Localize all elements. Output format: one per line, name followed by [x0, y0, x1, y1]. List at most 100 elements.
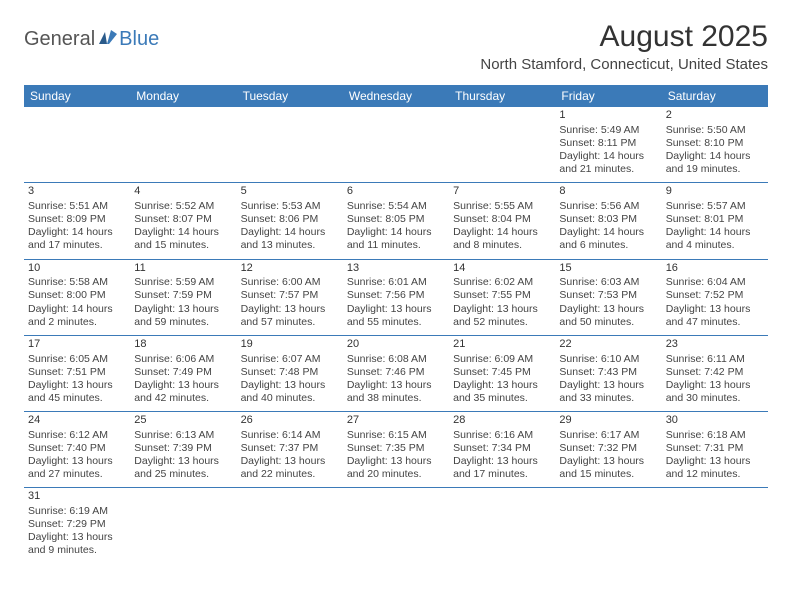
calendar-week-row: 3Sunrise: 5:51 AMSunset: 8:09 PMDaylight… — [24, 183, 768, 259]
calendar-week-row: 31Sunrise: 6:19 AMSunset: 7:29 PMDayligh… — [24, 488, 768, 564]
calendar-day-cell: 13Sunrise: 6:01 AMSunset: 7:56 PMDayligh… — [343, 259, 449, 335]
sunset-text: Sunset: 8:01 PM — [666, 213, 764, 226]
sunset-text: Sunset: 7:52 PM — [666, 289, 764, 302]
day-number: 19 — [241, 338, 339, 352]
calendar-day-cell: 29Sunrise: 6:17 AMSunset: 7:32 PMDayligh… — [555, 412, 661, 488]
calendar-day-cell: 16Sunrise: 6:04 AMSunset: 7:52 PMDayligh… — [662, 259, 768, 335]
sunset-text: Sunset: 7:46 PM — [347, 366, 445, 379]
sunrise-text: Sunrise: 5:57 AM — [666, 200, 764, 213]
calendar-empty-cell — [343, 107, 449, 183]
calendar-body: 1Sunrise: 5:49 AMSunset: 8:11 PMDaylight… — [24, 107, 768, 564]
sunset-text: Sunset: 7:48 PM — [241, 366, 339, 379]
sunrise-text: Sunrise: 6:07 AM — [241, 353, 339, 366]
sunrise-text: Sunrise: 5:59 AM — [134, 276, 232, 289]
daylight-text: Daylight: 13 hours and 22 minutes. — [241, 455, 339, 481]
sunrise-text: Sunrise: 5:49 AM — [559, 124, 657, 137]
daylight-text: Daylight: 13 hours and 40 minutes. — [241, 379, 339, 405]
sunrise-text: Sunrise: 5:52 AM — [134, 200, 232, 213]
sunset-text: Sunset: 7:53 PM — [559, 289, 657, 302]
day-number: 21 — [453, 338, 551, 352]
sunrise-text: Sunrise: 6:12 AM — [28, 429, 126, 442]
calendar-day-cell: 3Sunrise: 5:51 AMSunset: 8:09 PMDaylight… — [24, 183, 130, 259]
day-number: 12 — [241, 262, 339, 276]
sunrise-text: Sunrise: 6:17 AM — [559, 429, 657, 442]
calendar-empty-cell — [24, 107, 130, 183]
logo-text-general: General — [24, 28, 95, 51]
day-number: 6 — [347, 185, 445, 199]
day-number: 18 — [134, 338, 232, 352]
day-number: 20 — [347, 338, 445, 352]
sunset-text: Sunset: 8:03 PM — [559, 213, 657, 226]
calendar-day-cell: 12Sunrise: 6:00 AMSunset: 7:57 PMDayligh… — [237, 259, 343, 335]
daylight-text: Daylight: 14 hours and 8 minutes. — [453, 226, 551, 252]
daylight-text: Daylight: 14 hours and 19 minutes. — [666, 150, 764, 176]
sunrise-text: Sunrise: 6:13 AM — [134, 429, 232, 442]
calendar-week-row: 1Sunrise: 5:49 AMSunset: 8:11 PMDaylight… — [24, 107, 768, 183]
daylight-text: Daylight: 14 hours and 2 minutes. — [28, 303, 126, 329]
daylight-text: Daylight: 14 hours and 6 minutes. — [559, 226, 657, 252]
calendar-day-cell: 20Sunrise: 6:08 AMSunset: 7:46 PMDayligh… — [343, 335, 449, 411]
sunset-text: Sunset: 8:00 PM — [28, 289, 126, 302]
sunset-text: Sunset: 7:51 PM — [28, 366, 126, 379]
calendar-day-cell: 4Sunrise: 5:52 AMSunset: 8:07 PMDaylight… — [130, 183, 236, 259]
weekday-header: Saturday — [662, 85, 768, 107]
calendar-empty-cell — [662, 488, 768, 564]
day-number: 7 — [453, 185, 551, 199]
daylight-text: Daylight: 13 hours and 27 minutes. — [28, 455, 126, 481]
daylight-text: Daylight: 13 hours and 30 minutes. — [666, 379, 764, 405]
calendar-day-cell: 19Sunrise: 6:07 AMSunset: 7:48 PMDayligh… — [237, 335, 343, 411]
daylight-text: Daylight: 13 hours and 47 minutes. — [666, 303, 764, 329]
day-number: 24 — [28, 414, 126, 428]
daylight-text: Daylight: 13 hours and 9 minutes. — [28, 531, 126, 557]
sunrise-text: Sunrise: 6:18 AM — [666, 429, 764, 442]
day-number: 9 — [666, 185, 764, 199]
calendar-empty-cell — [237, 107, 343, 183]
daylight-text: Daylight: 14 hours and 15 minutes. — [134, 226, 232, 252]
logo-text-blue: Blue — [119, 28, 159, 51]
sunset-text: Sunset: 8:05 PM — [347, 213, 445, 226]
sunrise-text: Sunrise: 6:02 AM — [453, 276, 551, 289]
daylight-text: Daylight: 14 hours and 13 minutes. — [241, 226, 339, 252]
location-text: North Stamford, Connecticut, United Stat… — [480, 56, 768, 73]
daylight-text: Daylight: 13 hours and 42 minutes. — [134, 379, 232, 405]
calendar-day-cell: 6Sunrise: 5:54 AMSunset: 8:05 PMDaylight… — [343, 183, 449, 259]
daylight-text: Daylight: 13 hours and 35 minutes. — [453, 379, 551, 405]
calendar-week-row: 24Sunrise: 6:12 AMSunset: 7:40 PMDayligh… — [24, 412, 768, 488]
calendar-empty-cell — [555, 488, 661, 564]
daylight-text: Daylight: 14 hours and 11 minutes. — [347, 226, 445, 252]
day-number: 10 — [28, 262, 126, 276]
calendar-day-cell: 9Sunrise: 5:57 AMSunset: 8:01 PMDaylight… — [662, 183, 768, 259]
calendar-day-cell: 23Sunrise: 6:11 AMSunset: 7:42 PMDayligh… — [662, 335, 768, 411]
sunrise-text: Sunrise: 6:04 AM — [666, 276, 764, 289]
calendar-day-cell: 28Sunrise: 6:16 AMSunset: 7:34 PMDayligh… — [449, 412, 555, 488]
daylight-text: Daylight: 13 hours and 59 minutes. — [134, 303, 232, 329]
daylight-text: Daylight: 13 hours and 52 minutes. — [453, 303, 551, 329]
sunrise-text: Sunrise: 6:19 AM — [28, 505, 126, 518]
calendar-day-cell: 22Sunrise: 6:10 AMSunset: 7:43 PMDayligh… — [555, 335, 661, 411]
sunset-text: Sunset: 8:10 PM — [666, 137, 764, 150]
day-number: 26 — [241, 414, 339, 428]
day-number: 22 — [559, 338, 657, 352]
calendar-empty-cell — [237, 488, 343, 564]
calendar-day-cell: 31Sunrise: 6:19 AMSunset: 7:29 PMDayligh… — [24, 488, 130, 564]
sunset-text: Sunset: 7:31 PM — [666, 442, 764, 455]
sunset-text: Sunset: 7:37 PM — [241, 442, 339, 455]
calendar-week-row: 10Sunrise: 5:58 AMSunset: 8:00 PMDayligh… — [24, 259, 768, 335]
daylight-text: Daylight: 13 hours and 57 minutes. — [241, 303, 339, 329]
day-number: 15 — [559, 262, 657, 276]
calendar-day-cell: 5Sunrise: 5:53 AMSunset: 8:06 PMDaylight… — [237, 183, 343, 259]
sunrise-text: Sunrise: 6:16 AM — [453, 429, 551, 442]
daylight-text: Daylight: 13 hours and 33 minutes. — [559, 379, 657, 405]
daylight-text: Daylight: 13 hours and 15 minutes. — [559, 455, 657, 481]
day-number: 25 — [134, 414, 232, 428]
calendar-empty-cell — [343, 488, 449, 564]
daylight-text: Daylight: 14 hours and 17 minutes. — [28, 226, 126, 252]
daylight-text: Daylight: 14 hours and 4 minutes. — [666, 226, 764, 252]
sunrise-text: Sunrise: 6:15 AM — [347, 429, 445, 442]
calendar-day-cell: 18Sunrise: 6:06 AMSunset: 7:49 PMDayligh… — [130, 335, 236, 411]
sunset-text: Sunset: 8:07 PM — [134, 213, 232, 226]
day-number: 29 — [559, 414, 657, 428]
calendar-day-cell: 11Sunrise: 5:59 AMSunset: 7:59 PMDayligh… — [130, 259, 236, 335]
sunset-text: Sunset: 7:32 PM — [559, 442, 657, 455]
calendar-day-cell: 30Sunrise: 6:18 AMSunset: 7:31 PMDayligh… — [662, 412, 768, 488]
